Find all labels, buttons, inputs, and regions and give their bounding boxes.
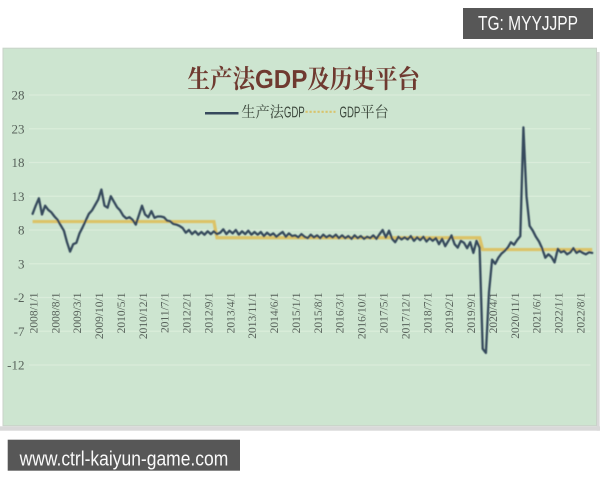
svg-text:23: 23 — [12, 121, 25, 136]
svg-text:8: 8 — [18, 223, 25, 238]
svg-text:2013/4/1: 2013/4/1 — [225, 292, 237, 333]
svg-text:2008/8/1: 2008/8/1 — [50, 292, 62, 333]
svg-text:2016/10/1: 2016/10/1 — [357, 292, 369, 339]
svg-text:2022/8/1: 2022/8/1 — [575, 292, 587, 333]
svg-text:3: 3 — [18, 256, 25, 271]
svg-text:2010/5/1: 2010/5/1 — [116, 292, 128, 333]
svg-text:2018/7/1: 2018/7/1 — [422, 292, 434, 333]
svg-text:2009/10/1: 2009/10/1 — [94, 292, 106, 339]
svg-text:www.ctrl-kaiyun-game.com: www.ctrl-kaiyun-game.com — [19, 448, 229, 470]
svg-text:-7: -7 — [14, 324, 25, 339]
svg-text:2020/11/1: 2020/11/1 — [510, 292, 522, 338]
svg-text:2012/9/1: 2012/9/1 — [204, 292, 216, 333]
svg-text:2017/12/1: 2017/12/1 — [400, 292, 412, 339]
svg-text:2009/3/1: 2009/3/1 — [72, 292, 84, 333]
svg-text:2014/6/1: 2014/6/1 — [269, 292, 281, 333]
svg-text:2010/12/1: 2010/12/1 — [138, 292, 150, 339]
svg-text:2008/1/1: 2008/1/1 — [28, 292, 40, 333]
svg-text:2015/1/1: 2015/1/1 — [291, 292, 303, 333]
svg-text:2019/2/1: 2019/2/1 — [444, 292, 456, 333]
svg-text:2012/2/1: 2012/2/1 — [182, 292, 194, 333]
svg-text:2021/6/1: 2021/6/1 — [532, 292, 544, 333]
svg-text:2016/3/1: 2016/3/1 — [335, 292, 347, 333]
svg-text:2013/11/1: 2013/11/1 — [247, 292, 259, 338]
svg-text:18: 18 — [12, 155, 25, 170]
svg-text:-12: -12 — [7, 358, 24, 373]
svg-text:2011/7/1: 2011/7/1 — [160, 292, 172, 333]
svg-text:-2: -2 — [14, 290, 25, 305]
svg-text:2020/4/1: 2020/4/1 — [488, 292, 500, 333]
svg-text:2019/9/1: 2019/9/1 — [466, 292, 478, 333]
svg-text:2017/5/1: 2017/5/1 — [379, 292, 391, 333]
svg-text:13: 13 — [12, 189, 25, 204]
svg-text:2022/1/1: 2022/1/1 — [554, 292, 566, 333]
svg-text:28: 28 — [12, 88, 25, 103]
svg-text:2015/8/1: 2015/8/1 — [313, 292, 325, 333]
svg-text:TG: MYYJJPP: TG: MYYJJPP — [478, 13, 578, 35]
